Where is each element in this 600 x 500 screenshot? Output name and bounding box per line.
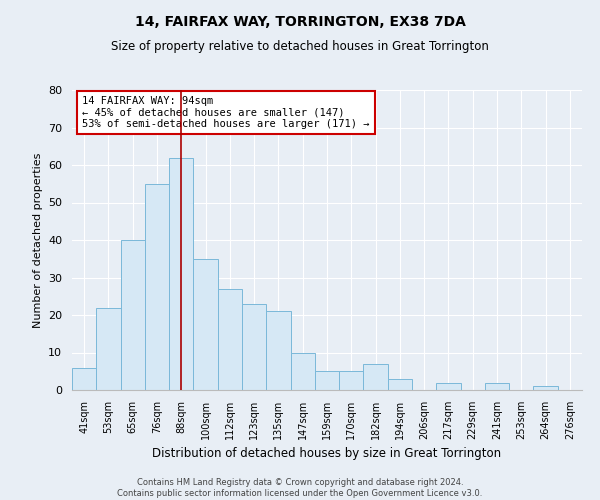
Bar (169, 158, 193, 390)
Text: Contains HM Land Registry data © Crown copyright and database right 2024.
Contai: Contains HM Land Registry data © Crown c… (118, 478, 482, 498)
Text: 14 FAIRFAX WAY: 94sqm
← 45% of detached houses are smaller (147)
53% of semi-det: 14 FAIRFAX WAY: 94sqm ← 45% of detached … (82, 96, 370, 129)
Bar (145, 184, 169, 390)
Bar (364, 364, 388, 390)
Bar (388, 379, 412, 390)
Bar (218, 289, 242, 390)
Bar (72, 368, 96, 390)
Y-axis label: Number of detached properties: Number of detached properties (32, 152, 43, 328)
Bar (242, 304, 266, 390)
Bar (290, 352, 315, 390)
Bar (121, 240, 145, 390)
Bar (96, 308, 121, 390)
Bar (533, 386, 558, 390)
Text: 14, FAIRFAX WAY, TORRINGTON, EX38 7DA: 14, FAIRFAX WAY, TORRINGTON, EX38 7DA (134, 15, 466, 29)
Bar (266, 311, 290, 390)
Bar (485, 382, 509, 390)
Bar (193, 259, 218, 390)
Text: Size of property relative to detached houses in Great Torrington: Size of property relative to detached ho… (111, 40, 489, 53)
X-axis label: Distribution of detached houses by size in Great Torrington: Distribution of detached houses by size … (152, 448, 502, 460)
Bar (436, 382, 461, 390)
Bar (315, 371, 339, 390)
Bar (339, 371, 364, 390)
